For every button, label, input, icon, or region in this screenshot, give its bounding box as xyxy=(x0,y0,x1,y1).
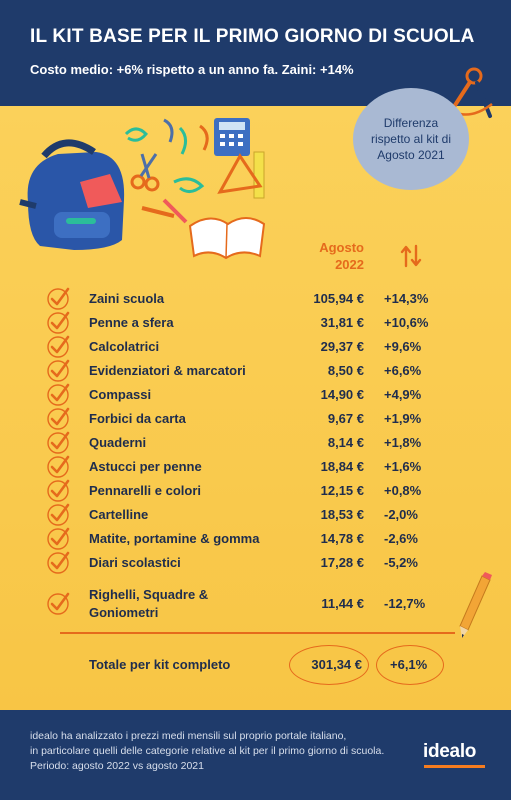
page-subtitle: Costo medio: +6% rispetto a un anno fa. … xyxy=(30,62,354,77)
total-label: Totale per kit completo xyxy=(89,657,231,672)
item-diff: +4,9% xyxy=(384,387,422,402)
checkmark-icon xyxy=(47,592,70,615)
pencil-icon xyxy=(459,572,492,638)
item-diff: +10,6% xyxy=(384,315,429,330)
item-diff: +1,6% xyxy=(384,459,422,474)
footer-band xyxy=(0,710,511,800)
checkmark-icon xyxy=(47,287,70,310)
open-book-icon xyxy=(188,217,266,260)
table-row: Pennarelli e colori 12,15 € +0,8% xyxy=(0,479,511,503)
table-row: Diari scolastici 17,28 € -5,2% xyxy=(0,551,511,575)
item-price: 105,94 € xyxy=(313,291,364,306)
item-diff: -2,0% xyxy=(384,507,418,522)
paper-clips-icon xyxy=(124,118,209,193)
checkmark-icon xyxy=(47,431,70,454)
item-price: 9,67 € xyxy=(327,411,364,426)
item-name: Zaini scuola xyxy=(89,291,165,306)
total-price: 301,34 € xyxy=(311,657,362,672)
item-price: 17,28 € xyxy=(320,555,364,570)
methodology-note: idealo ha analizzato i prezzi medi mensi… xyxy=(30,729,420,775)
item-price: 8,50 € xyxy=(327,363,364,378)
up-down-arrows-icon xyxy=(400,244,422,268)
checkmark-icon xyxy=(47,311,70,334)
total-diff-circle xyxy=(376,645,444,685)
item-diff: +6,6% xyxy=(384,363,422,378)
item-price: 8,14 € xyxy=(327,435,364,450)
checkmark-icon xyxy=(47,479,70,502)
item-name: Righelli, Squadre & Goniometri xyxy=(89,587,209,620)
methodology-line: in particolare quelli delle categorie re… xyxy=(30,745,385,758)
item-price: 14,90 € xyxy=(320,387,364,402)
header-band xyxy=(0,0,511,106)
item-diff: -2,6% xyxy=(384,531,418,546)
table-row: Penne a sfera 31,81 € +10,6% xyxy=(0,311,511,335)
item-diff: -5,2% xyxy=(384,555,418,570)
total-diff: +6,1% xyxy=(390,657,428,672)
item-name: Compassi xyxy=(89,387,152,402)
item-price: 18,84 € xyxy=(320,459,364,474)
table-row: Forbici da carta 9,67 € +1,9% xyxy=(0,407,511,431)
table-row: Calcolatrici 29,37 € +9,6% xyxy=(0,335,511,359)
item-diff: +0,8% xyxy=(384,483,422,498)
item-name: Astucci per penne xyxy=(89,459,202,474)
logo-underline xyxy=(424,765,485,768)
item-name: Matite, portamine & gomma xyxy=(89,531,260,546)
item-price: 12,15 € xyxy=(320,483,364,498)
item-diff: +1,9% xyxy=(384,411,422,426)
item-price: 11,44 € xyxy=(321,596,364,611)
table-row: Quaderni 8,14 € +1,8% xyxy=(0,431,511,455)
item-diff: +14,3% xyxy=(384,291,429,306)
item-price: 14,78 € xyxy=(320,531,364,546)
item-name: Pennarelli e colori xyxy=(89,483,201,498)
item-name: Evidenziatori & marcatori xyxy=(89,363,246,378)
methodology-line: idealo ha analizzato i prezzi medi mensi… xyxy=(30,730,347,742)
checkmark-icon xyxy=(47,527,70,550)
item-name: Penne a sfera xyxy=(89,315,174,330)
comparison-badge: Differenza rispetto al kit di Agosto 202… xyxy=(353,88,469,190)
set-square-icon xyxy=(217,153,263,194)
badge-text: Differenza rispetto al kit di Agosto 202… xyxy=(370,115,452,163)
checkmark-icon xyxy=(47,551,70,574)
column-header-date: Agosto 2022 xyxy=(319,240,364,272)
item-price: 31,81 € xyxy=(320,315,364,330)
table-row: Righelli, Squadre & Goniometri 11,44 € -12… xyxy=(0,587,511,620)
backpack-icon xyxy=(19,139,125,250)
table-row: Matite, portamine & gomma 14,78 € -2,6% xyxy=(0,527,511,551)
checkmark-icon xyxy=(47,383,70,406)
table-row: Astucci per penne 18,84 € +1,6% xyxy=(0,455,511,479)
table-row: Compassi 14,90 € +4,9% xyxy=(0,383,511,407)
table-row: Cartelline 18,53 € -2,0% xyxy=(0,503,511,527)
ruler-icon xyxy=(253,151,265,199)
calculator-icon xyxy=(214,118,250,156)
total-divider xyxy=(60,632,455,634)
pencils-icon xyxy=(141,198,188,224)
table-row: Evidenziatori & marcatori 8,50 € +6,6% xyxy=(0,359,511,383)
checkmark-icon xyxy=(47,455,70,478)
item-name: Diari scolastici xyxy=(89,555,181,570)
item-name: Forbici da carta xyxy=(89,411,186,426)
item-price: 18,53 € xyxy=(320,507,364,522)
item-price: 29,37 € xyxy=(320,339,364,354)
item-name: Cartelline xyxy=(89,507,149,522)
item-diff: +1,8% xyxy=(384,435,422,450)
checkmark-icon xyxy=(47,407,70,430)
item-diff: +9,6% xyxy=(384,339,422,354)
table-row: Zaini scuola 105,94 € +14,3% xyxy=(0,287,511,311)
total-price-circle xyxy=(289,645,369,685)
checkmark-icon xyxy=(47,503,70,526)
item-diff: -12,7% xyxy=(384,596,426,611)
scissors-icon xyxy=(130,153,160,192)
methodology-line: Periodo: agosto 2022 vs agosto 2021 xyxy=(30,760,204,773)
checkmark-icon xyxy=(47,335,70,358)
item-name: Calcolatrici xyxy=(89,339,160,354)
school-supplies-illustration xyxy=(19,118,266,260)
checkmark-icon xyxy=(47,359,70,382)
page-title: IL KIT BASE PER IL PRIMO GIORNO DI SCUOL… xyxy=(30,26,475,47)
item-name: Quaderni xyxy=(89,435,147,450)
idealo-logo[interactable]: idealo xyxy=(423,741,477,762)
